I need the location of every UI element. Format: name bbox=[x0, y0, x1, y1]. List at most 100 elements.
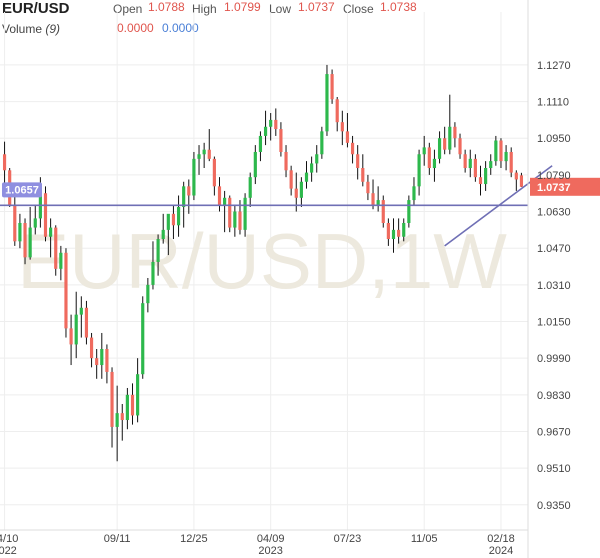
candle bbox=[509, 147, 513, 178]
candle-body bbox=[18, 222, 22, 242]
candle-body bbox=[499, 140, 503, 162]
low-value: 1.0737 bbox=[298, 0, 335, 14]
candle bbox=[345, 113, 350, 148]
candle bbox=[253, 145, 257, 185]
candle bbox=[269, 113, 273, 141]
candle bbox=[151, 241, 155, 290]
candle-body bbox=[187, 186, 191, 196]
candle-body bbox=[197, 154, 201, 159]
overlays: 1.0657 1.0737 bbox=[0, 165, 600, 247]
candle bbox=[397, 218, 401, 244]
candle-body bbox=[207, 149, 211, 159]
candle bbox=[263, 110, 268, 146]
candle-body bbox=[437, 138, 442, 159]
candle bbox=[499, 138, 503, 169]
candle bbox=[243, 193, 247, 237]
candle-body bbox=[95, 358, 99, 366]
candle-body bbox=[43, 193, 48, 237]
candle bbox=[23, 218, 27, 265]
candle bbox=[187, 179, 191, 214]
current-price-label-bg bbox=[530, 177, 600, 196]
open-label: Open bbox=[113, 2, 143, 16]
candle-body bbox=[489, 161, 493, 169]
watermark: EUR/USD,1W bbox=[17, 217, 507, 305]
candle-body bbox=[350, 142, 355, 155]
candle-body bbox=[299, 181, 303, 198]
candle-body bbox=[28, 227, 32, 258]
y-tick-label: 1.0150 bbox=[537, 317, 571, 329]
candle-body bbox=[453, 126, 457, 139]
candle bbox=[125, 387, 129, 430]
candle bbox=[463, 149, 467, 173]
y-tick-label: 0.9510 bbox=[537, 463, 571, 475]
candle bbox=[217, 177, 222, 212]
candle-body bbox=[2, 154, 7, 171]
candle bbox=[458, 133, 462, 159]
candle-body bbox=[315, 154, 319, 164]
candle-body bbox=[115, 413, 119, 427]
close-value: 1.0738 bbox=[380, 0, 417, 14]
candle bbox=[64, 248, 68, 338]
candle-body bbox=[294, 188, 298, 198]
candle bbox=[176, 195, 181, 237]
candle-body bbox=[484, 168, 488, 185]
candle bbox=[136, 358, 140, 423]
candle-body bbox=[141, 303, 145, 375]
candle bbox=[350, 135, 355, 164]
candle-body bbox=[422, 147, 426, 155]
candle bbox=[315, 145, 319, 173]
candle-body bbox=[263, 126, 268, 136]
candle-body bbox=[386, 222, 390, 240]
x-tick-label: 09/11 bbox=[104, 533, 131, 545]
candle bbox=[304, 161, 309, 189]
candle bbox=[391, 218, 396, 253]
candle bbox=[166, 213, 170, 256]
candle bbox=[299, 177, 303, 207]
candle bbox=[74, 291, 78, 359]
y-tick-label: 1.0470 bbox=[537, 243, 571, 255]
volume-value-1: 0.0000 bbox=[117, 21, 154, 35]
candle-body bbox=[345, 131, 350, 143]
candle bbox=[504, 145, 508, 171]
candle-body bbox=[74, 314, 78, 345]
candle-body bbox=[156, 239, 160, 262]
x-tick-label: 11/05 bbox=[411, 533, 438, 545]
candle bbox=[484, 161, 488, 191]
candle-body bbox=[223, 197, 227, 205]
y-tick-label: 0.9990 bbox=[537, 353, 571, 365]
candle-body bbox=[468, 158, 472, 169]
candle bbox=[448, 94, 452, 155]
candle-body bbox=[171, 213, 176, 226]
candle-body bbox=[253, 151, 257, 178]
candle-body bbox=[69, 328, 73, 345]
candle bbox=[130, 383, 135, 425]
y-tick-label: 1.1270 bbox=[537, 60, 571, 72]
candle-body bbox=[105, 349, 109, 372]
candle-body bbox=[182, 186, 186, 207]
candle-body bbox=[202, 149, 206, 155]
y-tick-label: 1.1110 bbox=[537, 97, 569, 109]
candle-body bbox=[228, 197, 232, 228]
candle bbox=[361, 154, 365, 187]
candle bbox=[376, 186, 380, 212]
candle bbox=[279, 122, 283, 157]
candle-body bbox=[325, 74, 329, 132]
candle-body bbox=[279, 129, 283, 152]
candle bbox=[120, 403, 124, 441]
volume-value-2: 0.0000 bbox=[162, 21, 199, 35]
candle bbox=[320, 126, 324, 159]
candle bbox=[171, 204, 176, 240]
candle-body bbox=[519, 175, 524, 187]
candle-body bbox=[110, 371, 114, 427]
candle-body bbox=[161, 229, 165, 240]
candle bbox=[223, 190, 227, 233]
x-tick-label: 04/09 bbox=[257, 533, 285, 545]
candle bbox=[146, 277, 150, 313]
current-price-label: 1.0737 bbox=[537, 182, 571, 194]
candle bbox=[427, 142, 431, 175]
candle-body bbox=[212, 158, 216, 187]
candle bbox=[161, 213, 165, 244]
candle-body bbox=[238, 211, 242, 230]
candle-body bbox=[427, 147, 431, 169]
